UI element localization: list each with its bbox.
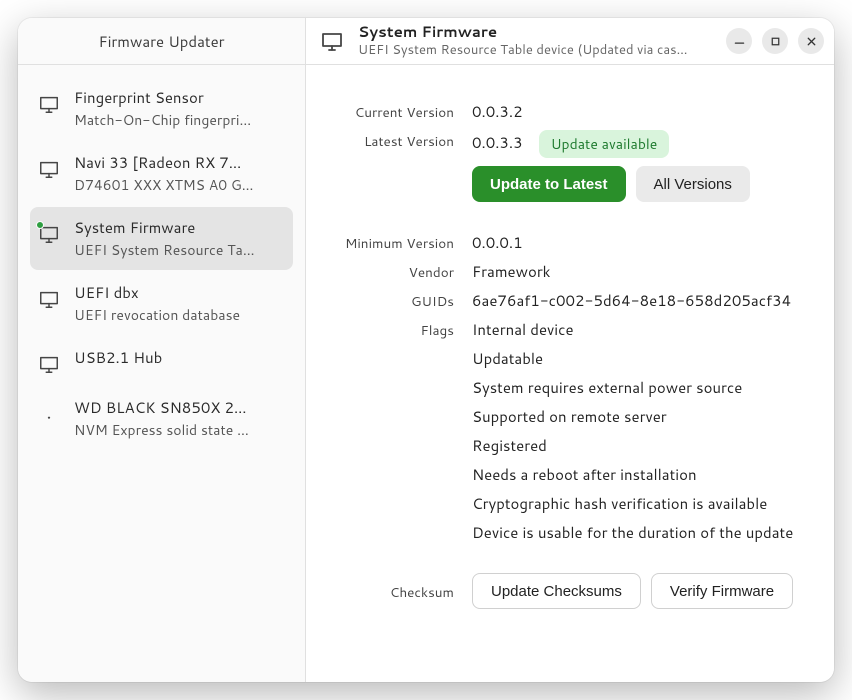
update-to-latest-button[interactable]: Update to Latest — [472, 166, 626, 202]
sidebar-item-desc: Match-On-Chip fingerpri… — [74, 110, 283, 130]
monitor-icon — [38, 288, 60, 310]
verify-firmware-button[interactable]: Verify Firmware — [651, 573, 793, 609]
sidebar-item-usb2-1-hub[interactable]: USB2.1 Hub — [30, 337, 293, 385]
main-header: System Firmware UEFI System Resource Tab… — [306, 18, 834, 65]
sidebar-item-name: USB2.1 Hub — [74, 347, 283, 368]
sidebar-item-name: Fingerprint Sensor — [74, 87, 283, 108]
close-button[interactable] — [798, 28, 824, 54]
flag-item: Internal device — [472, 319, 793, 340]
sidebar-header: Firmware Updater — [18, 18, 305, 65]
main-panel: System Firmware UEFI System Resource Tab… — [306, 18, 834, 682]
label-guids: GUIDs — [326, 290, 472, 311]
firmware-updater-window: Firmware Updater Fingerprint SensorMatch… — [18, 18, 834, 682]
sidebar-item-name: WD BLACK SN850X 2… — [74, 397, 283, 418]
window-controls — [726, 28, 824, 54]
value-vendor: Framework — [472, 261, 814, 282]
value-guids: 6ae76af1-c002-5d64-8e18-658d205acf34 — [472, 290, 814, 311]
sidebar-item-desc: UEFI revocation database — [74, 305, 283, 325]
sidebar-item-name: Navi 33 [Radeon RX 7… — [74, 152, 283, 173]
sidebar-item-name: UEFI dbx — [74, 282, 283, 303]
flag-item: Registered — [472, 435, 793, 456]
flag-item: Updatable — [472, 348, 793, 369]
device-title: System Firmware — [358, 23, 712, 41]
monitor-icon — [38, 93, 60, 115]
sidebar-item-uefi-dbx[interactable]: UEFI dbxUEFI revocation database — [30, 272, 293, 335]
maximize-button[interactable] — [762, 28, 788, 54]
value-latest-version: 0.0.3.3 Update available — [472, 130, 814, 158]
checksum-button-row: Update Checksums Verify Firmware — [472, 573, 793, 609]
label-flags: Flags — [326, 319, 472, 340]
flag-item: Device is usable for the duration of the… — [472, 522, 793, 543]
sidebar-item-navi-33-radeon-rx-7[interactable]: Navi 33 [Radeon RX 7…D74601 XXX XTMS A0 … — [30, 142, 293, 205]
sidebar-item-desc: UEFI System Resource Ta… — [74, 240, 283, 260]
flag-item: Supported on remote server — [472, 406, 793, 427]
app-title: Firmware Updater — [98, 31, 224, 52]
minimize-button[interactable] — [726, 28, 752, 54]
device-subtitle: UEFI System Resource Table device (Updat… — [358, 41, 712, 59]
flag-item: Cryptographic hash verification is avail… — [472, 493, 793, 514]
device-list: Fingerprint SensorMatch-On-Chip fingerpr… — [18, 65, 305, 462]
sidebar-item-desc: D74601 XXX XTMS A0 G… — [74, 175, 283, 195]
flag-item: Needs a reboot after installation — [472, 464, 793, 485]
label-minimum-version: Minimum Version — [326, 232, 472, 253]
monitor-icon — [38, 158, 60, 180]
label-checksum: Checksum — [326, 573, 472, 602]
update-checksums-button[interactable]: Update Checksums — [472, 573, 641, 609]
device-sidebar: Firmware Updater Fingerprint SensorMatch… — [18, 18, 306, 682]
flags-list: Internal device Updatable System requires … — [472, 319, 793, 543]
sidebar-item-desc: NVM Express solid state … — [74, 420, 283, 440]
monitor-icon — [38, 223, 60, 245]
device-icon — [320, 29, 344, 53]
flag-item: System requires external power source — [472, 377, 793, 398]
update-indicator-dot — [36, 221, 44, 229]
header-text: System Firmware UEFI System Resource Tab… — [358, 23, 712, 59]
update-button-row: Update to Latest All Versions — [472, 166, 750, 202]
value-current-version: 0.0.3.2 — [472, 101, 814, 122]
all-versions-button[interactable]: All Versions — [636, 166, 750, 202]
label-vendor: Vendor — [326, 261, 472, 282]
sidebar-item-name: System Firmware — [74, 217, 283, 238]
monitor-icon — [38, 353, 60, 375]
detail-content: Current Version 0.0.3.2 Latest Version 0… — [306, 65, 834, 682]
sidebar-item-wd-black-sn850x-2[interactable]: WD BLACK SN850X 2…NVM Express solid stat… — [30, 387, 293, 450]
sidebar-item-fingerprint-sensor[interactable]: Fingerprint SensorMatch-On-Chip fingerpr… — [30, 77, 293, 140]
update-available-badge: Update available — [539, 130, 670, 158]
sidebar-item-system-firmware[interactable]: System FirmwareUEFI System Resource Ta… — [30, 207, 293, 270]
label-current-version: Current Version — [326, 101, 472, 122]
drive-icon — [38, 403, 60, 425]
latest-version-text: 0.0.3.3 — [472, 132, 523, 153]
value-minimum-version: 0.0.0.1 — [472, 232, 814, 253]
label-latest-version: Latest Version — [326, 130, 472, 151]
